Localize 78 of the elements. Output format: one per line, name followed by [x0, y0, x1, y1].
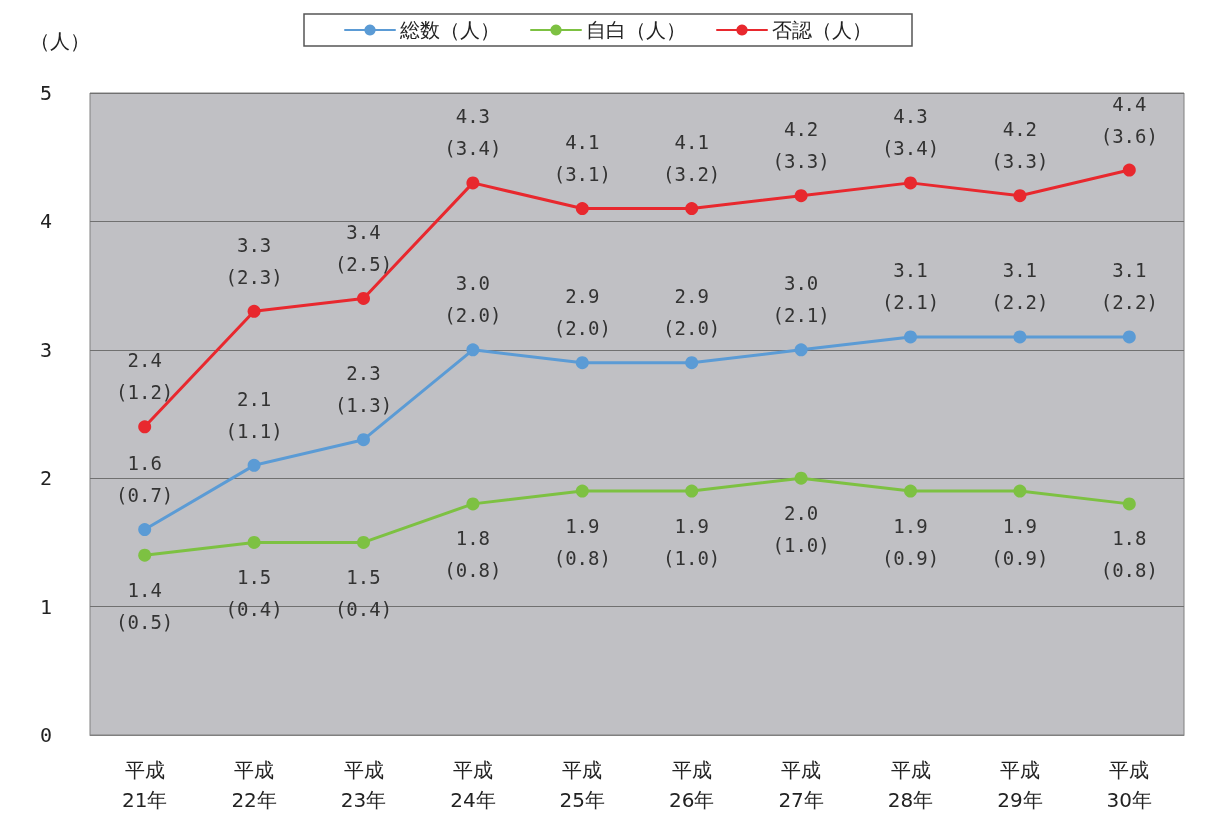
legend-label: 自白（人） — [586, 18, 686, 42]
x-tick-label: 平成 23年 — [340, 758, 387, 812]
x-tick-label: 平成 21年 — [121, 758, 168, 812]
point — [357, 291, 370, 305]
data-label: 1.9 (0.8) — [553, 514, 611, 569]
legend-label: 否認（人） — [772, 18, 872, 42]
data-label: 3.1 (2.2) — [991, 259, 1049, 314]
point — [794, 343, 808, 357]
point — [904, 176, 917, 190]
data-label: 4.4 (3.6) — [1100, 92, 1158, 147]
point — [466, 343, 480, 357]
point — [1013, 484, 1027, 498]
data-label: 4.2 (3.3) — [991, 118, 1049, 173]
data-label: 1.9 (0.9) — [991, 514, 1049, 569]
point — [575, 484, 589, 498]
data-label: 2.1 (1.1) — [225, 387, 283, 442]
data-label: 1.9 (1.0) — [663, 514, 721, 569]
data-label: 1.4 (0.5) — [116, 578, 174, 633]
data-label: 1.8 (0.8) — [1100, 527, 1158, 582]
data-label: 2.3 (1.3) — [334, 362, 393, 417]
y-tick-label: 2 — [39, 466, 52, 491]
point — [575, 356, 589, 370]
point — [1122, 330, 1136, 344]
data-label: 3.4 (2.5) — [334, 220, 393, 275]
data-label: 2.0 (1.0) — [772, 501, 830, 556]
data-label: 2.9 (2.0) — [663, 285, 721, 340]
x-tick-label: 平成 26年 — [668, 758, 715, 812]
y-tick-label: 1 — [39, 594, 52, 619]
point — [794, 471, 808, 485]
y-tick-label: 5 — [39, 81, 52, 105]
data-label: 4.3 (3.4) — [881, 105, 940, 160]
data-label: 3.0 (2.0) — [444, 272, 502, 327]
data-label: 2.9 (2.0) — [553, 285, 611, 340]
point — [904, 330, 917, 344]
x-tick-label: 平成 22年 — [231, 758, 277, 812]
point — [1122, 163, 1136, 177]
x-tick-label: 平成 29年 — [997, 758, 1043, 812]
data-label: 1.8 (0.8) — [444, 527, 502, 582]
point — [685, 356, 699, 370]
point — [904, 484, 917, 498]
data-label: 4.2 (3.3) — [772, 118, 830, 173]
x-tick-label: 平成 30年 — [1106, 758, 1153, 812]
point — [1013, 189, 1027, 203]
data-label: 2.4 (1.2) — [116, 349, 174, 404]
y-tick-label: 3 — [39, 337, 52, 362]
x-tick-label: 平成 24年 — [450, 758, 496, 812]
y-tick-label: 4 — [39, 209, 52, 234]
point — [1013, 330, 1027, 344]
point — [357, 535, 370, 549]
point — [466, 176, 480, 190]
point — [138, 420, 152, 434]
data-label: 3.1 (2.2) — [1100, 259, 1158, 314]
data-label: 1.6 (0.7) — [116, 452, 174, 507]
point — [685, 202, 699, 216]
x-tick-label: 平成 28年 — [887, 758, 934, 812]
data-label: 1.9 (0.9) — [881, 514, 940, 569]
point — [247, 304, 261, 318]
data-label: 4.1 (3.2) — [663, 131, 721, 186]
data-label: 3.1 (2.1) — [881, 259, 940, 314]
x-tick-label: 平成 27年 — [778, 758, 824, 812]
point — [138, 523, 152, 537]
point — [1122, 497, 1136, 511]
point — [685, 484, 699, 498]
data-label: 3.0 (2.1) — [772, 272, 830, 327]
point — [357, 433, 370, 447]
point — [247, 535, 261, 549]
legend-label: 総数（人） — [399, 18, 500, 42]
point — [575, 202, 589, 216]
y-tick-label: 0 — [39, 723, 52, 747]
x-tick-label: 平成 25年 — [559, 758, 606, 812]
data-label: 4.1 (3.1) — [553, 131, 611, 186]
data-label: 3.3 (2.3) — [225, 233, 283, 288]
point — [794, 189, 808, 203]
point — [466, 497, 480, 511]
point — [247, 458, 261, 472]
point — [138, 548, 152, 562]
data-label: 4.3 (3.4) — [444, 105, 502, 160]
y-axis-title: （人） — [30, 29, 90, 53]
